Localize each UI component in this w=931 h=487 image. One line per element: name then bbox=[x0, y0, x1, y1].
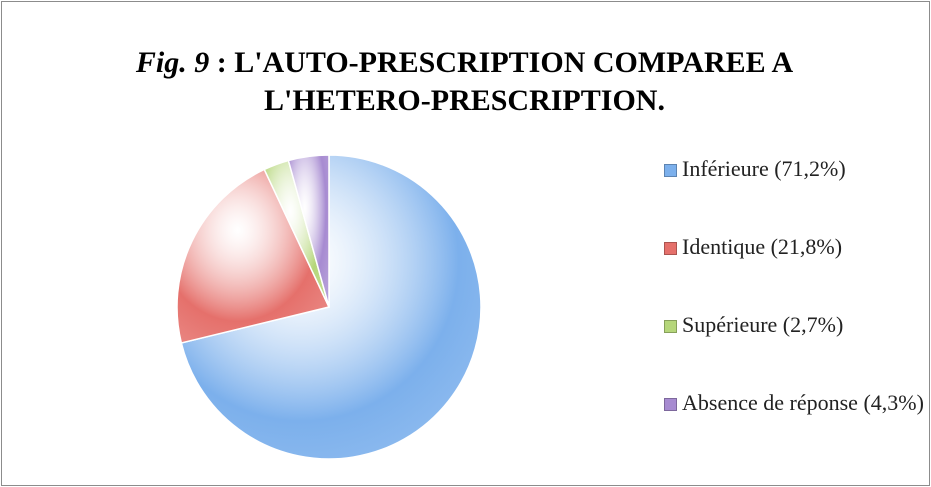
pie-slice bbox=[287, 154, 330, 308]
legend-label: Inférieure bbox=[682, 156, 769, 181]
legend-label: Absence de réponse bbox=[682, 390, 858, 415]
legend-value: (71,2%) bbox=[774, 156, 846, 181]
legend-swatch bbox=[664, 320, 677, 333]
legend-item: Absence de réponse (4,3%) bbox=[664, 388, 926, 466]
legend-label: Supérieure bbox=[682, 312, 778, 337]
legend-item: Identique (21,8%) bbox=[664, 232, 926, 310]
legend-swatch bbox=[664, 398, 677, 411]
pie-slice bbox=[180, 154, 482, 460]
legend-swatch bbox=[664, 164, 677, 177]
title-prefix: Fig. 9 bbox=[135, 46, 210, 79]
legend-label: Identique bbox=[682, 234, 766, 259]
legend-item: Inférieure (71,2%) bbox=[664, 154, 926, 232]
legend-item: Supérieure (2,7%) bbox=[664, 310, 926, 388]
pie-slice bbox=[176, 168, 331, 344]
title-text: : L'AUTO-PRESCRIPTION COMPAREE A L'HETER… bbox=[216, 46, 794, 117]
legend: Inférieure (71,2%) Identique (21,8%) Supér… bbox=[664, 154, 926, 466]
legend-value: (4,3%) bbox=[863, 390, 924, 415]
legend-value: (2,7%) bbox=[782, 312, 844, 337]
legend-swatch bbox=[664, 242, 677, 255]
chart-title: Fig. 9 : L'AUTO-PRESCRIPTION COMPAREE A … bbox=[0, 44, 929, 120]
legend-value: (21,8%) bbox=[770, 234, 843, 259]
